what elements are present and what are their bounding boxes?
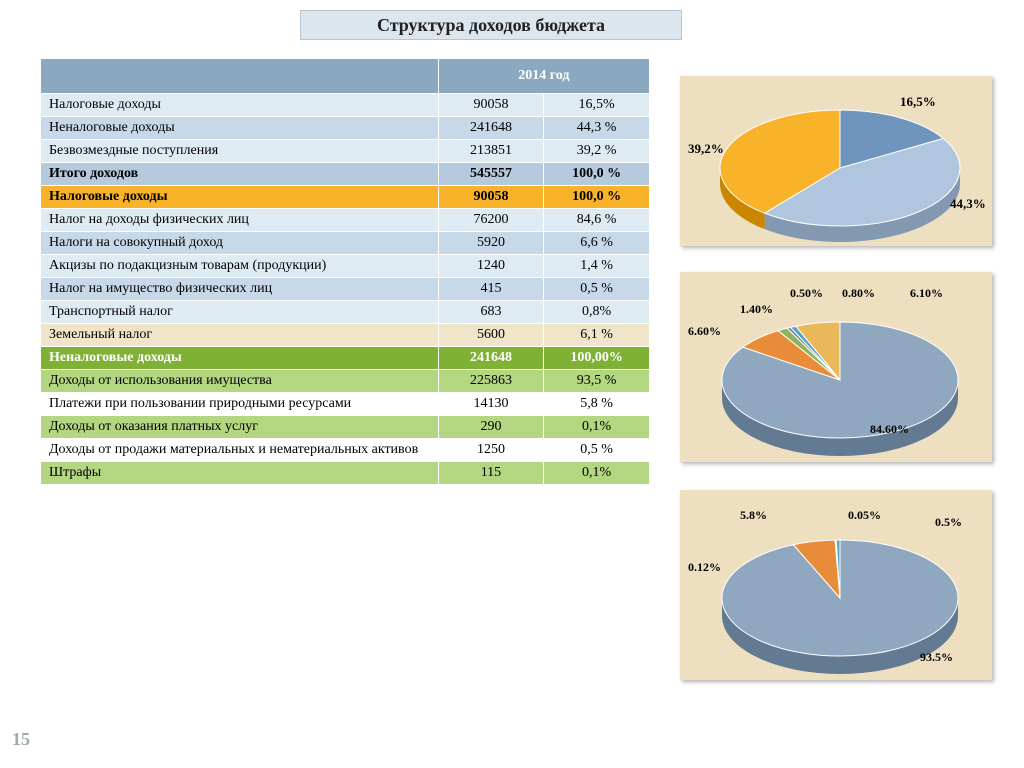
- table-row: Неналоговые доходы241648100,00%: [41, 347, 650, 370]
- table-row: Платежи при пользовании природными ресур…: [41, 393, 650, 416]
- table-row: Доходы от использования имущества2258639…: [41, 370, 650, 393]
- pie-label: 44,3%: [950, 196, 986, 212]
- pie-label: 0.5%: [935, 515, 962, 530]
- header-year: 2014 год: [438, 59, 649, 94]
- row-value: 5920: [438, 232, 543, 255]
- table-row: Налог на имущество физических лиц4150,5 …: [41, 278, 650, 301]
- row-value: 415: [438, 278, 543, 301]
- row-pct: 44,3 %: [544, 117, 650, 140]
- row-label: Платежи при пользовании природными ресур…: [41, 393, 439, 416]
- row-value: 115: [438, 462, 543, 485]
- row-label: Налоговые доходы: [41, 186, 439, 209]
- row-label: Налоговые доходы: [41, 94, 439, 117]
- row-label: Неналоговые доходы: [41, 117, 439, 140]
- row-value: 683: [438, 301, 543, 324]
- pie-label: 6.10%: [910, 286, 943, 301]
- page-number: 15: [12, 729, 30, 750]
- row-value: 14130: [438, 393, 543, 416]
- row-label: Доходы от оказания платных услуг: [41, 416, 439, 439]
- row-label: Налог на доходы физических лиц: [41, 209, 439, 232]
- table-row: Доходы от оказания платных услуг2900,1%: [41, 416, 650, 439]
- table-row: Налог на доходы физических лиц7620084,6 …: [41, 209, 650, 232]
- pie-label: 84.60%: [870, 422, 909, 437]
- row-pct: 100,0 %: [544, 163, 650, 186]
- table-row: Доходы от продажи материальных и нематер…: [41, 439, 650, 462]
- page-title: Структура доходов бюджета: [300, 10, 682, 40]
- pie-label: 0.05%: [848, 508, 881, 523]
- pie-chart-tax: 84.60% 6.60% 1.40% 0.50% 0.80% 6.10%: [680, 272, 992, 462]
- table-row: Налоги на совокупный доход59206,6 %: [41, 232, 650, 255]
- row-value: 76200: [438, 209, 543, 232]
- row-pct: 0,1%: [544, 462, 650, 485]
- row-pct: 93,5 %: [544, 370, 650, 393]
- row-pct: 6,6 %: [544, 232, 650, 255]
- header-blank: [41, 59, 439, 94]
- table-row: Земельный налог56006,1 %: [41, 324, 650, 347]
- row-label: Акцизы по подакцизным товарам (продукции…: [41, 255, 439, 278]
- row-pct: 0,5 %: [544, 278, 650, 301]
- row-value: 290: [438, 416, 543, 439]
- table-row: Безвозмездные поступления21385139,2 %: [41, 140, 650, 163]
- row-pct: 100,00%: [544, 347, 650, 370]
- row-value: 90058: [438, 186, 543, 209]
- row-label: Транспортный налог: [41, 301, 439, 324]
- row-value: 1250: [438, 439, 543, 462]
- table-row: Неналоговые доходы24164844,3 %: [41, 117, 650, 140]
- row-value: 1240: [438, 255, 543, 278]
- pie-label: 39,2%: [688, 141, 724, 157]
- pie-label: 0.80%: [842, 286, 875, 301]
- row-pct: 0,1%: [544, 416, 650, 439]
- table-header-row: 2014 год: [41, 59, 650, 94]
- row-label: Неналоговые доходы: [41, 347, 439, 370]
- pie-label: 1.40%: [740, 302, 773, 317]
- table-row: Налоговые доходы9005816,5%: [41, 94, 650, 117]
- row-label: Налоги на совокупный доход: [41, 232, 439, 255]
- row-pct: 84,6 %: [544, 209, 650, 232]
- row-pct: 0,8%: [544, 301, 650, 324]
- pie-chart-nontax: 93.5% 5.8% 0.12% 0.05% 0.5%: [680, 490, 992, 680]
- row-pct: 39,2 %: [544, 140, 650, 163]
- pie-label: 0.50%: [790, 286, 823, 301]
- row-pct: 0,5 %: [544, 439, 650, 462]
- pie-svg: [680, 76, 992, 246]
- row-value: 241648: [438, 347, 543, 370]
- row-label: Доходы от продажи материальных и нематер…: [41, 439, 439, 462]
- row-value: 241648: [438, 117, 543, 140]
- pie-label: 93.5%: [920, 650, 953, 665]
- table-row: Штрафы1150,1%: [41, 462, 650, 485]
- row-label: Итого доходов: [41, 163, 439, 186]
- row-pct: 100,0 %: [544, 186, 650, 209]
- row-value: 545557: [438, 163, 543, 186]
- pie-label: 5.8%: [740, 508, 767, 523]
- row-value: 213851: [438, 140, 543, 163]
- row-pct: 5,8 %: [544, 393, 650, 416]
- budget-table: 2014 год Налоговые доходы9005816,5%Ненал…: [40, 58, 650, 485]
- row-label: Доходы от использования имущества: [41, 370, 439, 393]
- pie-chart-total: 16,5% 44,3% 39,2%: [680, 76, 992, 246]
- table-row: Налоговые доходы90058100,0 %: [41, 186, 650, 209]
- row-label: Безвозмездные поступления: [41, 140, 439, 163]
- table-row: Акцизы по подакцизным товарам (продукции…: [41, 255, 650, 278]
- row-label: Штрафы: [41, 462, 439, 485]
- row-value: 225863: [438, 370, 543, 393]
- row-label: Налог на имущество физических лиц: [41, 278, 439, 301]
- pie-label: 0.12%: [688, 560, 721, 575]
- table-row: Итого доходов545557100,0 %: [41, 163, 650, 186]
- row-pct: 16,5%: [544, 94, 650, 117]
- row-value: 5600: [438, 324, 543, 347]
- row-pct: 6,1 %: [544, 324, 650, 347]
- pie-label: 16,5%: [900, 94, 936, 110]
- pie-svg: [680, 272, 992, 462]
- pie-label: 6.60%: [688, 324, 721, 339]
- row-label: Земельный налог: [41, 324, 439, 347]
- row-value: 90058: [438, 94, 543, 117]
- table-row: Транспортный налог6830,8%: [41, 301, 650, 324]
- row-pct: 1,4 %: [544, 255, 650, 278]
